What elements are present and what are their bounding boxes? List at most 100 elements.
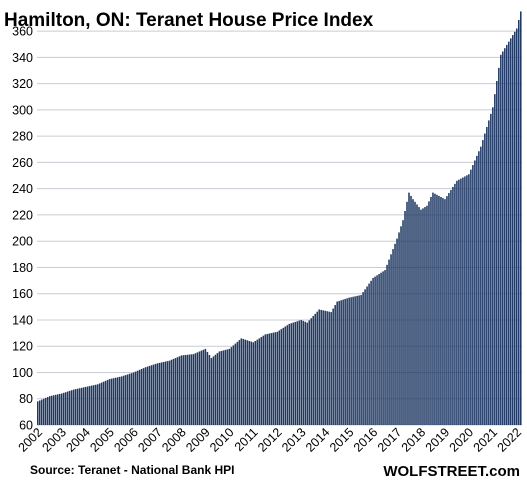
bar xyxy=(514,31,516,425)
bar xyxy=(232,345,235,425)
bar xyxy=(442,198,444,425)
x-tick-label: 2011 xyxy=(232,425,261,454)
bar xyxy=(66,391,69,425)
bar xyxy=(334,305,336,425)
bar xyxy=(266,333,269,425)
bar xyxy=(244,339,247,425)
bar xyxy=(274,332,277,425)
bar xyxy=(130,373,133,425)
bar xyxy=(308,320,310,425)
bar xyxy=(378,274,380,425)
bar xyxy=(476,155,478,425)
bar xyxy=(364,289,366,425)
bar xyxy=(150,365,153,425)
bar xyxy=(114,377,117,425)
bar xyxy=(384,270,386,425)
y-tick-label: 340 xyxy=(12,51,33,65)
bar xyxy=(490,113,492,425)
bar xyxy=(56,394,59,425)
bar xyxy=(480,146,482,425)
bar xyxy=(122,375,125,425)
bar xyxy=(276,331,279,425)
bar xyxy=(482,140,484,425)
grid-lines xyxy=(37,30,522,426)
bar xyxy=(158,362,161,425)
bar xyxy=(402,220,404,425)
bar xyxy=(146,366,149,425)
bar xyxy=(406,201,408,425)
bar xyxy=(116,377,119,425)
bar xyxy=(238,340,241,425)
y-tick-label: 280 xyxy=(12,130,33,144)
bar xyxy=(62,392,65,425)
bar xyxy=(136,370,139,425)
bar xyxy=(254,340,257,425)
bar xyxy=(460,178,462,425)
bar xyxy=(398,232,400,425)
bar xyxy=(282,327,285,425)
bar xyxy=(316,311,318,425)
bar xyxy=(302,320,304,425)
bar xyxy=(222,350,225,425)
source-note: Source: Teranet - National Bank HPI xyxy=(30,463,235,477)
bar xyxy=(456,180,458,425)
bar xyxy=(216,353,219,425)
bar xyxy=(408,192,410,425)
bar xyxy=(166,361,169,425)
bar xyxy=(478,151,480,425)
bar xyxy=(324,310,326,425)
bar xyxy=(144,367,147,425)
bar xyxy=(162,361,165,425)
bar xyxy=(258,338,261,425)
bar xyxy=(264,334,267,425)
bar xyxy=(148,365,151,425)
bar xyxy=(220,350,223,425)
bar xyxy=(154,363,157,425)
bar xyxy=(50,395,53,425)
bar xyxy=(102,381,105,425)
bar xyxy=(140,368,143,425)
bar xyxy=(152,364,155,425)
bar xyxy=(39,400,41,425)
x-tick-label: 2020 xyxy=(447,425,477,455)
bar xyxy=(270,333,273,425)
bar xyxy=(416,204,418,425)
bar xyxy=(466,175,468,425)
bar xyxy=(500,54,502,425)
bar xyxy=(300,319,303,425)
bar xyxy=(262,335,265,425)
x-tick-label: 2017 xyxy=(375,425,405,455)
bar xyxy=(134,371,137,425)
bar xyxy=(170,359,173,425)
bar xyxy=(280,329,283,425)
bar xyxy=(278,330,281,425)
bar xyxy=(214,354,217,425)
bar xyxy=(192,354,195,425)
bar xyxy=(356,295,358,425)
y-tick-label: 240 xyxy=(12,182,33,196)
bar xyxy=(294,321,297,425)
x-tick-label: 2016 xyxy=(351,425,381,455)
bar xyxy=(366,286,368,425)
bar xyxy=(424,207,426,425)
bar xyxy=(174,358,177,425)
bar xyxy=(84,386,87,425)
x-tick-label: 2005 xyxy=(87,425,117,455)
bar xyxy=(290,323,293,425)
bar xyxy=(186,354,189,425)
bar xyxy=(418,207,420,425)
y-tick-label: 300 xyxy=(12,103,33,117)
bar xyxy=(242,339,245,425)
bar xyxy=(236,341,239,425)
bar xyxy=(110,378,113,425)
bar xyxy=(182,355,185,425)
y-tick-label: 180 xyxy=(12,261,33,275)
bar xyxy=(292,322,295,425)
bar xyxy=(228,348,231,425)
bar xyxy=(60,393,63,425)
bar xyxy=(156,363,159,425)
chart-title: Hamilton, ON: Teranet House Price Index xyxy=(4,10,374,31)
bar xyxy=(138,369,141,425)
bar xyxy=(450,189,452,425)
bar xyxy=(126,374,129,425)
